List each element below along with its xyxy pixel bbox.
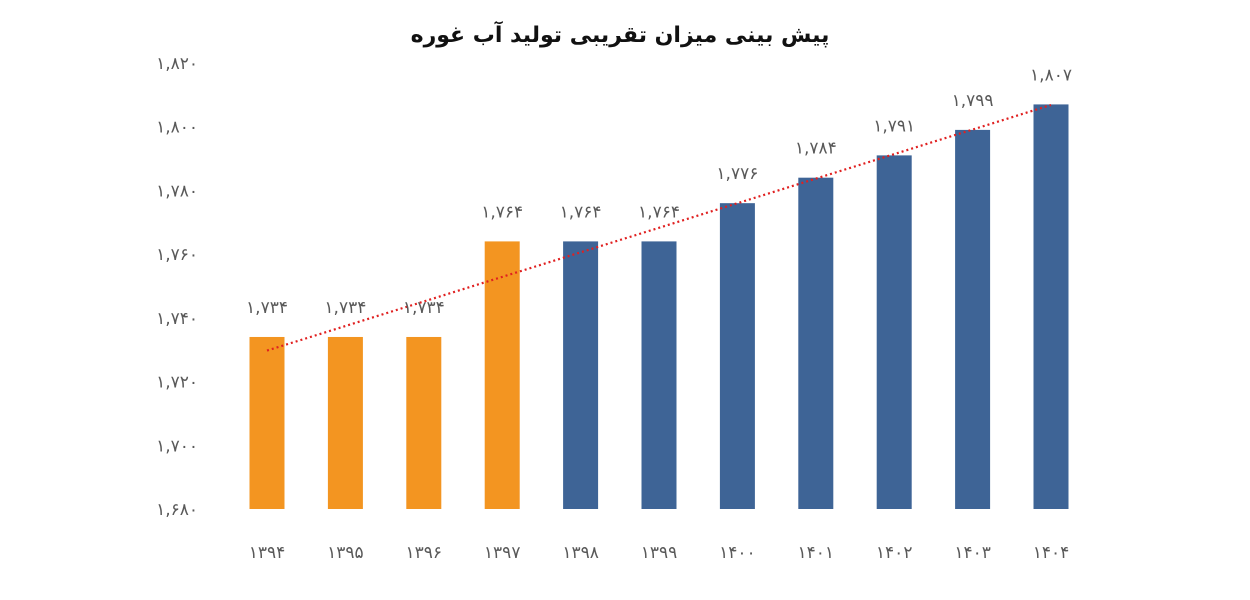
bar: [641, 241, 677, 509]
data-label: ۱,۷۳۴: [246, 298, 288, 318]
data-label: ۱,۷۳۴: [324, 298, 366, 318]
y-axis: ۱,۶۸۰ ۱,۷۰۰ ۱,۷۲۰ ۱,۷۴۰ ۱,۷۶۰ ۱,۷۸۰ ۱,۸۰۰ ۱,۸۲۰: [156, 54, 198, 520]
data-label: ۱,۷۹۹: [952, 91, 994, 111]
y-tick-label: ۱,۶۸۰: [156, 500, 198, 520]
x-category-label: ۱۴۰۳: [954, 543, 991, 563]
x-axis: ۱۳۹۴ ۱۳۹۵ ۱۳۹۶ ۱۳۹۷ ۱۳۹۸ ۱۳۹۹ ۱۴۰۰ ۱۴۰۱ ۱۴۰۲ ۱۴۰۳…: [249, 543, 1070, 563]
bars-group: [249, 104, 1069, 510]
trendline-group: [266, 103, 1052, 352]
y-tick-label: ۱,۷۴۰: [156, 309, 198, 329]
y-tick-label: ۱,۸۰۰: [156, 118, 198, 138]
y-tick-label: ۱,۷۰۰: [156, 436, 198, 456]
data-label: ۱,۷۶۴: [481, 202, 523, 222]
y-tick-label: ۱,۸۲۰: [156, 54, 198, 74]
y-tick-label: ۱,۷۲۰: [156, 373, 198, 393]
bar: [406, 336, 442, 509]
data-label: ۱,۷۶۴: [638, 202, 680, 222]
x-category-label: ۱۳۹۷: [484, 543, 521, 563]
data-labels-group: ۱,۷۳۴ ۱,۷۳۴ ۱,۷۳۴ ۱,۷۶۴ ۱,۷۶۴ ۱,۷۶۴ ۱,۷۷۶ ۱,۷۸۴…: [246, 65, 1072, 318]
trendline: [266, 103, 1052, 352]
x-category-label: ۱۳۹۴: [249, 543, 286, 563]
data-label: ۱,۷۶۴: [560, 202, 602, 222]
data-label: ۱,۷۹۱: [873, 116, 915, 136]
y-tick-label: ۱,۷۸۰: [156, 181, 198, 201]
x-category-label: ۱۳۹۵: [327, 543, 364, 563]
x-category-label: ۱۴۰۲: [876, 543, 913, 563]
x-category-label: ۱۳۹۸: [562, 543, 599, 563]
x-category-label: ۱۴۰۰: [719, 543, 756, 563]
data-label: ۱,۸۰۷: [1030, 65, 1072, 85]
bar: [249, 336, 285, 509]
bar: [484, 241, 520, 509]
x-category-label: ۱۴۰۴: [1033, 543, 1070, 563]
bar: [719, 203, 755, 509]
x-category-label: ۱۴۰۱: [798, 543, 835, 563]
bar: [798, 177, 834, 509]
bar: [955, 129, 991, 509]
chart-title: پیش بینی میزان تقریبی تولید آب غوره: [411, 20, 830, 48]
bar: [327, 336, 363, 509]
bar: [876, 155, 912, 509]
x-category-label: ۱۳۹۶: [406, 543, 443, 563]
data-label: ۱,۷۸۴: [795, 139, 837, 159]
y-tick-label: ۱,۷۶۰: [156, 245, 198, 265]
x-category-label: ۱۳۹۹: [641, 543, 678, 563]
data-label: ۱,۷۷۶: [716, 164, 758, 184]
bar: [563, 241, 599, 509]
data-label: ۱,۷۳۴: [403, 298, 445, 318]
bar: [1033, 104, 1069, 510]
